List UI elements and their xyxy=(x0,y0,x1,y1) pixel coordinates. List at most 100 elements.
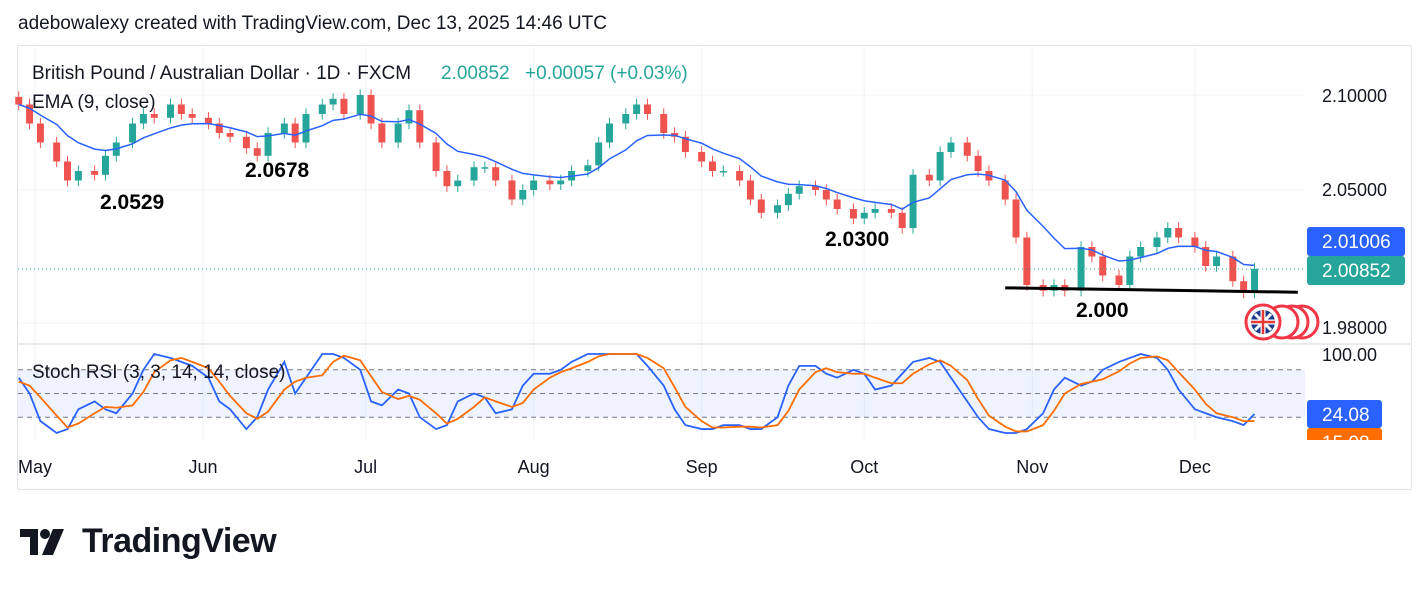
candle xyxy=(963,136,971,162)
candle-body xyxy=(91,171,99,175)
candle-body xyxy=(167,104,174,118)
candle-body xyxy=(757,199,765,213)
candle-body xyxy=(595,142,603,166)
candle xyxy=(242,131,250,154)
candle-body xyxy=(1240,281,1248,293)
chart-credit: adebowalexy created with TradingView.com… xyxy=(18,13,607,34)
candle-body xyxy=(622,114,630,124)
candle-body xyxy=(481,167,489,169)
candle-body xyxy=(508,180,516,200)
candle-body xyxy=(1164,228,1172,238)
candle xyxy=(530,174,538,196)
candle-body xyxy=(681,136,689,152)
candle-body xyxy=(822,190,830,200)
candle-body xyxy=(849,209,857,219)
candle xyxy=(177,98,185,120)
time-tick: Jun xyxy=(189,457,218,477)
candle-body xyxy=(1191,237,1199,247)
time-tick: Nov xyxy=(1016,457,1048,477)
legend-stoch-rsi[interactable]: Stoch RSI (3, 3, 14, 14, close) xyxy=(32,362,285,383)
candle-body xyxy=(204,117,212,124)
support-trendline[interactable] xyxy=(1005,286,1298,294)
candle-body xyxy=(129,123,137,143)
annotation-low-3: 2.0300 xyxy=(825,228,889,251)
candle xyxy=(860,207,868,225)
candle xyxy=(36,117,44,149)
stoch-k-badge xyxy=(1307,400,1382,428)
candle-body xyxy=(1099,256,1107,276)
candle-body xyxy=(909,174,917,228)
candle xyxy=(26,98,34,130)
candle-body xyxy=(606,123,614,143)
time-tick: May xyxy=(18,457,52,477)
candle-body xyxy=(443,171,451,187)
candle-body xyxy=(557,180,565,185)
candle-body xyxy=(150,114,158,118)
candle-body xyxy=(519,190,527,200)
candle-body xyxy=(26,104,34,124)
candle xyxy=(784,188,792,211)
price-tick: 1.98000 xyxy=(1322,318,1387,338)
last-price-badge xyxy=(1307,256,1405,285)
candle xyxy=(1191,231,1199,253)
candle-body xyxy=(546,180,554,185)
stoch-d-badge-text: 15.08 xyxy=(1322,433,1370,454)
candle-body xyxy=(253,148,261,156)
legend-change: +0.00057 (+0.03%) xyxy=(525,63,688,84)
candle xyxy=(215,117,223,139)
candle-body xyxy=(302,114,310,143)
price-tick: 2.10000 xyxy=(1322,86,1387,106)
candle xyxy=(492,161,500,187)
candle xyxy=(849,203,857,225)
candle xyxy=(736,165,744,187)
price-tick: 2.05000 xyxy=(1322,180,1387,200)
candle xyxy=(871,203,879,219)
candle-body xyxy=(871,209,879,213)
candle-body xyxy=(1175,228,1183,238)
candle-body xyxy=(367,95,375,124)
candle-body xyxy=(736,171,744,181)
candle-body xyxy=(318,104,326,114)
ema-line xyxy=(18,103,1255,267)
candle xyxy=(188,108,196,124)
candle xyxy=(150,108,158,124)
candle-body xyxy=(774,205,782,213)
candle xyxy=(709,155,716,177)
candle xyxy=(318,98,326,120)
candle-body xyxy=(584,165,592,171)
candle-body xyxy=(101,155,109,175)
time-tick: Jul xyxy=(354,457,377,477)
candle xyxy=(394,117,402,149)
candle-body xyxy=(925,174,933,181)
candle-body xyxy=(36,123,44,143)
stoch-tick: 100.00 xyxy=(1322,345,1377,365)
candle-body xyxy=(280,123,288,133)
candle-body xyxy=(709,161,716,171)
candle xyxy=(91,165,99,181)
candle xyxy=(226,127,234,143)
candle-body xyxy=(784,193,792,206)
candle xyxy=(1153,231,1161,253)
candle xyxy=(74,165,82,187)
candle-body xyxy=(1012,199,1020,238)
candle xyxy=(898,207,906,234)
candle xyxy=(470,161,478,187)
legend-symbol[interactable]: British Pound / Australian Dollar · 1D ·… xyxy=(32,63,411,84)
candle xyxy=(947,136,955,158)
candle-body xyxy=(974,155,982,171)
candle xyxy=(15,91,23,111)
candle xyxy=(340,93,348,120)
candle xyxy=(1240,275,1248,299)
tradingview-logo-text: TradingView xyxy=(82,522,277,560)
candle-body xyxy=(833,199,841,209)
candle-body xyxy=(64,161,72,181)
candle xyxy=(1126,250,1134,291)
candle xyxy=(291,117,299,149)
candle xyxy=(698,146,706,168)
candle-body xyxy=(698,152,706,162)
candle-body xyxy=(329,98,337,105)
tradingview-logo[interactable]: TradingView xyxy=(20,522,277,561)
uk-flag-events-icon[interactable] xyxy=(1244,303,1320,341)
legend-ema[interactable]: EMA (9, close) xyxy=(32,92,156,113)
